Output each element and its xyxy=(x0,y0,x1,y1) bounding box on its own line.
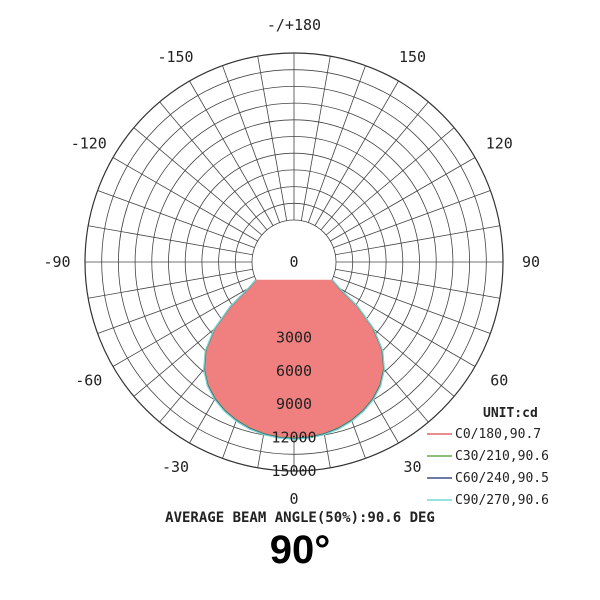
grid-spoke xyxy=(88,225,253,256)
series-curve-3 xyxy=(203,279,385,440)
ring-labels: 0 3000 6000 9000 12000 15000 xyxy=(271,253,316,480)
legend-unit: UNIT:cd xyxy=(483,406,538,421)
legend: UNIT:cd C0/180,90.7 C30/210,90.6 C60/240,90… xyxy=(427,406,549,508)
grid-spoke xyxy=(307,65,366,223)
angle-label: 90 xyxy=(522,253,540,271)
legend-entry: C60/240,90.5 xyxy=(455,471,549,486)
grid-spoke xyxy=(112,282,258,367)
legend-entry: C0/180,90.7 xyxy=(455,427,541,442)
beam-angle-value: 90° xyxy=(269,528,331,572)
angle-label: 60 xyxy=(490,372,508,390)
series-curves xyxy=(203,279,385,440)
angle-label: 150 xyxy=(399,48,426,66)
grid-spoke xyxy=(159,101,268,231)
angle-label: 30 xyxy=(403,458,421,476)
angle-label: -150 xyxy=(157,48,193,66)
polar-intensity-chart: 0 3000 6000 9000 12000 15000 -/+180 150 120 90 60… xyxy=(43,16,549,508)
grid-spoke xyxy=(325,127,455,236)
average-beam-angle-text: AVERAGE BEAM ANGLE(50%):90.6 DEG xyxy=(165,510,435,526)
angle-label: -120 xyxy=(71,135,107,153)
grid-spoke xyxy=(112,157,258,242)
intensity-fill xyxy=(204,279,384,439)
legend-entry: C90/270,90.6 xyxy=(455,493,549,508)
angle-label: -30 xyxy=(162,458,189,476)
angle-label: -/+180 xyxy=(267,16,321,34)
angle-label: -90 xyxy=(43,253,70,271)
ring-label: 12000 xyxy=(271,429,316,447)
grid-spoke xyxy=(320,101,429,231)
grid-spoke xyxy=(88,268,253,299)
grid-spoke xyxy=(330,157,476,242)
ring-label: 15000 xyxy=(271,462,316,480)
angle-label: 0 xyxy=(289,490,298,508)
grid-spoke xyxy=(335,225,500,256)
grid-spoke xyxy=(333,275,491,334)
ring-label: 9000 xyxy=(276,395,312,413)
grid-spoke xyxy=(97,275,255,334)
angle-labels: -/+180 150 120 90 60 30 0 -30 -60 -90 -120 -150 xyxy=(43,16,540,508)
angle-label: 120 xyxy=(486,135,513,153)
ring-label: 6000 xyxy=(276,362,312,380)
grid-spoke xyxy=(97,190,255,249)
grid-spoke xyxy=(314,80,399,226)
grid-spoke xyxy=(257,56,288,221)
grid-spoke xyxy=(333,190,491,249)
grid-spoke xyxy=(335,268,500,299)
ring-label: 3000 xyxy=(276,328,312,346)
ring-label: 0 xyxy=(289,253,298,271)
grid-spoke xyxy=(300,56,331,221)
legend-entry: C30/210,90.6 xyxy=(455,449,549,464)
grid-spoke xyxy=(133,127,263,236)
grid-spoke xyxy=(189,80,274,226)
grid-spoke xyxy=(330,282,476,367)
grid-spoke xyxy=(222,65,281,223)
angle-label: -60 xyxy=(75,372,102,390)
intensity-area xyxy=(204,279,384,439)
